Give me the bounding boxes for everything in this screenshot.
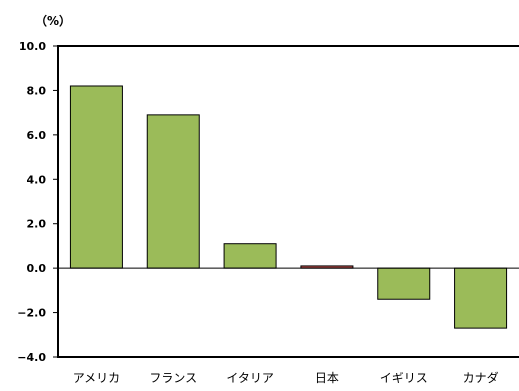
bars-group: [69, 85, 508, 329]
category-label: 日本: [315, 371, 339, 385]
bar-5: [454, 267, 508, 329]
bar-4: [377, 267, 431, 300]
bar-1: [146, 114, 200, 269]
y-tick-label: 2.0: [27, 218, 47, 231]
y-tick-label: −4.0: [17, 351, 46, 364]
unit-label: （%）: [35, 14, 72, 28]
plot-frame: [57, 45, 519, 358]
y-tick-label: 4.0: [27, 173, 47, 186]
y-tick-label: 6.0: [27, 129, 47, 142]
y-axis-ticks: 10.0 8.0 6.0 4.0 2.0 0.0 −2.0 −4.0: [17, 40, 58, 364]
bar-0: [69, 85, 123, 269]
bar-2: [223, 243, 277, 269]
category-label: カナダ: [463, 370, 499, 385]
y-tick-label: 8.0: [27, 84, 47, 97]
y-tick-label: −2.0: [17, 307, 46, 320]
category-labels: アメリカ フランス イタリア 日本 イギリス カナダ: [73, 370, 499, 385]
y-tick-label: 0.0: [27, 262, 47, 275]
category-label: イギリス: [380, 371, 428, 385]
category-label: イタリア: [226, 371, 274, 385]
category-label: アメリカ: [73, 371, 120, 385]
y-tick-label: 10.0: [19, 40, 46, 53]
category-label: フランス: [149, 371, 197, 385]
